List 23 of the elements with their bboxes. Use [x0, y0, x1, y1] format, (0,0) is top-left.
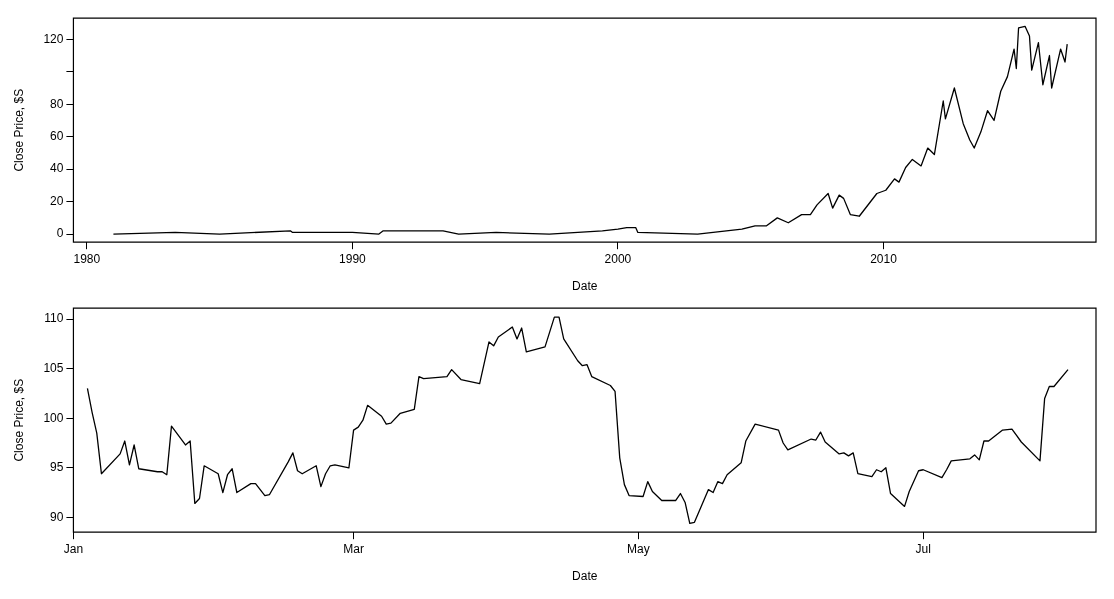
y-tick-label: 20	[50, 193, 64, 208]
y-tick-label: 100	[43, 410, 64, 425]
x-axis-title: Date	[572, 569, 598, 584]
x-tick-label: 1980	[73, 251, 101, 266]
y-tick-label: 95	[50, 460, 64, 475]
y-tick-label: 90	[50, 509, 64, 524]
x-tick-label: 2010	[870, 251, 898, 266]
x-tick-label: 2000	[604, 251, 632, 266]
x-axis-title: Date	[572, 279, 598, 294]
y-tick-label: 0	[56, 226, 64, 241]
x-tick-label: Mar	[343, 541, 364, 556]
y-axis-title: Close Price, $S	[11, 88, 26, 172]
y-tick-label: 40	[50, 161, 64, 176]
y-tick-label: 120	[43, 31, 64, 46]
x-tick-label: Jan	[63, 541, 84, 556]
x-tick-label: Jul	[915, 541, 931, 556]
y-tick-label: 80	[50, 96, 64, 111]
x-tick-label: 1990	[339, 251, 367, 266]
y-tick-label: 60	[50, 129, 64, 144]
y-axis-title: Close Price, $S	[11, 378, 26, 462]
y-tick-label: 105	[43, 360, 64, 375]
y-tick-label: 110	[44, 311, 64, 326]
x-tick-label: May	[627, 541, 650, 556]
